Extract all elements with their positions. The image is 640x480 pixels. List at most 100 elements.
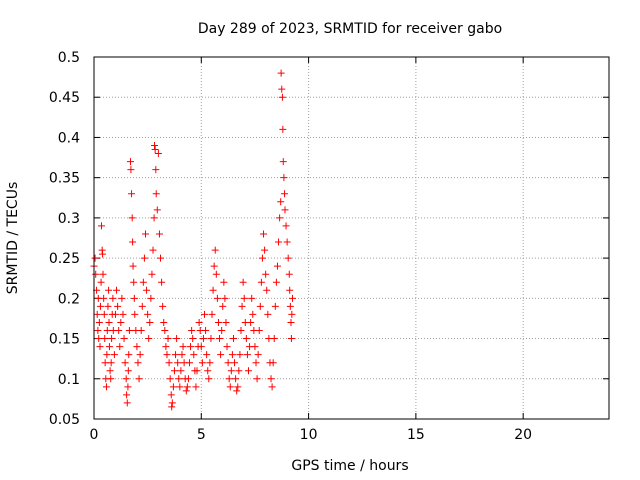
- data-point: [238, 302, 246, 310]
- plot-frame: [93, 56, 610, 420]
- data-point: [187, 343, 195, 351]
- data-point: [161, 327, 169, 335]
- data-point: [267, 375, 275, 383]
- data-point: [253, 375, 261, 383]
- data-point: [281, 190, 289, 198]
- data-point: [154, 150, 162, 158]
- data-point: [162, 343, 170, 351]
- data-point: [249, 310, 257, 318]
- y-tick-label: 0.5: [58, 50, 80, 66]
- data-point: [96, 302, 104, 310]
- data-point: [173, 335, 181, 343]
- data-point: [110, 351, 118, 359]
- data-point: [93, 310, 101, 318]
- data-point: [103, 327, 111, 335]
- data-point: [134, 359, 142, 367]
- data-point: [227, 367, 235, 375]
- data-point: [217, 351, 225, 359]
- data-point: [236, 351, 244, 359]
- data-points: [90, 69, 296, 411]
- data-point: [220, 278, 228, 286]
- data-point: [272, 278, 280, 286]
- data-point: [170, 367, 178, 375]
- data-point: [206, 359, 214, 367]
- data-point: [263, 286, 271, 294]
- y-tick-label: 0.45: [49, 90, 80, 106]
- data-point: [184, 375, 192, 383]
- data-point: [211, 246, 219, 254]
- data-point: [278, 85, 286, 93]
- data-point: [130, 294, 138, 302]
- data-point: [119, 310, 127, 318]
- data-point: [95, 318, 103, 326]
- data-point: [136, 351, 144, 359]
- data-point: [210, 262, 218, 270]
- data-point: [165, 359, 173, 367]
- data-point: [247, 318, 255, 326]
- data-point: [116, 343, 124, 351]
- y-tick-label: 0.2: [58, 291, 80, 307]
- data-point: [201, 310, 209, 318]
- data-point: [270, 335, 278, 343]
- data-point: [286, 286, 294, 294]
- y-tick-label: 0.3: [58, 211, 80, 227]
- data-point: [248, 294, 256, 302]
- y-tick-label: 0.25: [49, 251, 80, 267]
- data-point: [204, 367, 212, 375]
- data-point: [286, 302, 294, 310]
- data-point: [275, 238, 283, 246]
- data-point: [118, 294, 126, 302]
- axis-ticks: [93, 56, 609, 420]
- data-point: [111, 310, 119, 318]
- chart-title: Day 289 of 2023, SRMTID for receiver gab…: [198, 21, 502, 37]
- data-point: [126, 158, 134, 166]
- data-point: [98, 222, 106, 230]
- data-point: [148, 270, 156, 278]
- data-point: [269, 359, 277, 367]
- data-point: [138, 302, 146, 310]
- data-point: [223, 343, 231, 351]
- data-point: [207, 335, 215, 343]
- data-point: [96, 343, 104, 351]
- data-point: [120, 335, 128, 343]
- data-point: [232, 375, 240, 383]
- data-point: [100, 310, 108, 318]
- grid-lines: [94, 57, 609, 419]
- data-point: [167, 391, 175, 399]
- data-point: [128, 214, 136, 222]
- x-tick-label: 15: [407, 427, 425, 443]
- data-point: [281, 206, 289, 214]
- data-point: [113, 286, 121, 294]
- data-point: [185, 359, 193, 367]
- data-point: [101, 359, 109, 367]
- data-point: [262, 270, 270, 278]
- data-point: [225, 375, 233, 383]
- data-point: [203, 351, 211, 359]
- data-point: [288, 294, 296, 302]
- data-point: [94, 327, 102, 335]
- data-point: [155, 230, 163, 238]
- data-point: [245, 367, 252, 375]
- y-axis-label: SRMTID / TECUs: [5, 182, 21, 295]
- data-point: [182, 387, 190, 395]
- data-point: [101, 335, 109, 343]
- data-point: [254, 351, 262, 359]
- data-point: [122, 375, 130, 383]
- data-point: [219, 302, 227, 310]
- x-tick-label: 5: [197, 427, 206, 443]
- data-point: [152, 166, 160, 174]
- data-point: [199, 335, 207, 343]
- data-point: [172, 351, 180, 359]
- data-point: [105, 286, 113, 294]
- data-point: [221, 294, 229, 302]
- data-point: [163, 351, 171, 359]
- data-point: [123, 391, 131, 399]
- data-point: [239, 278, 247, 286]
- data-point: [198, 359, 206, 367]
- data-point: [237, 327, 245, 335]
- data-point: [261, 246, 269, 254]
- data-point: [121, 359, 129, 367]
- data-point: [150, 214, 158, 222]
- data-point: [160, 318, 168, 326]
- data-point: [168, 399, 176, 407]
